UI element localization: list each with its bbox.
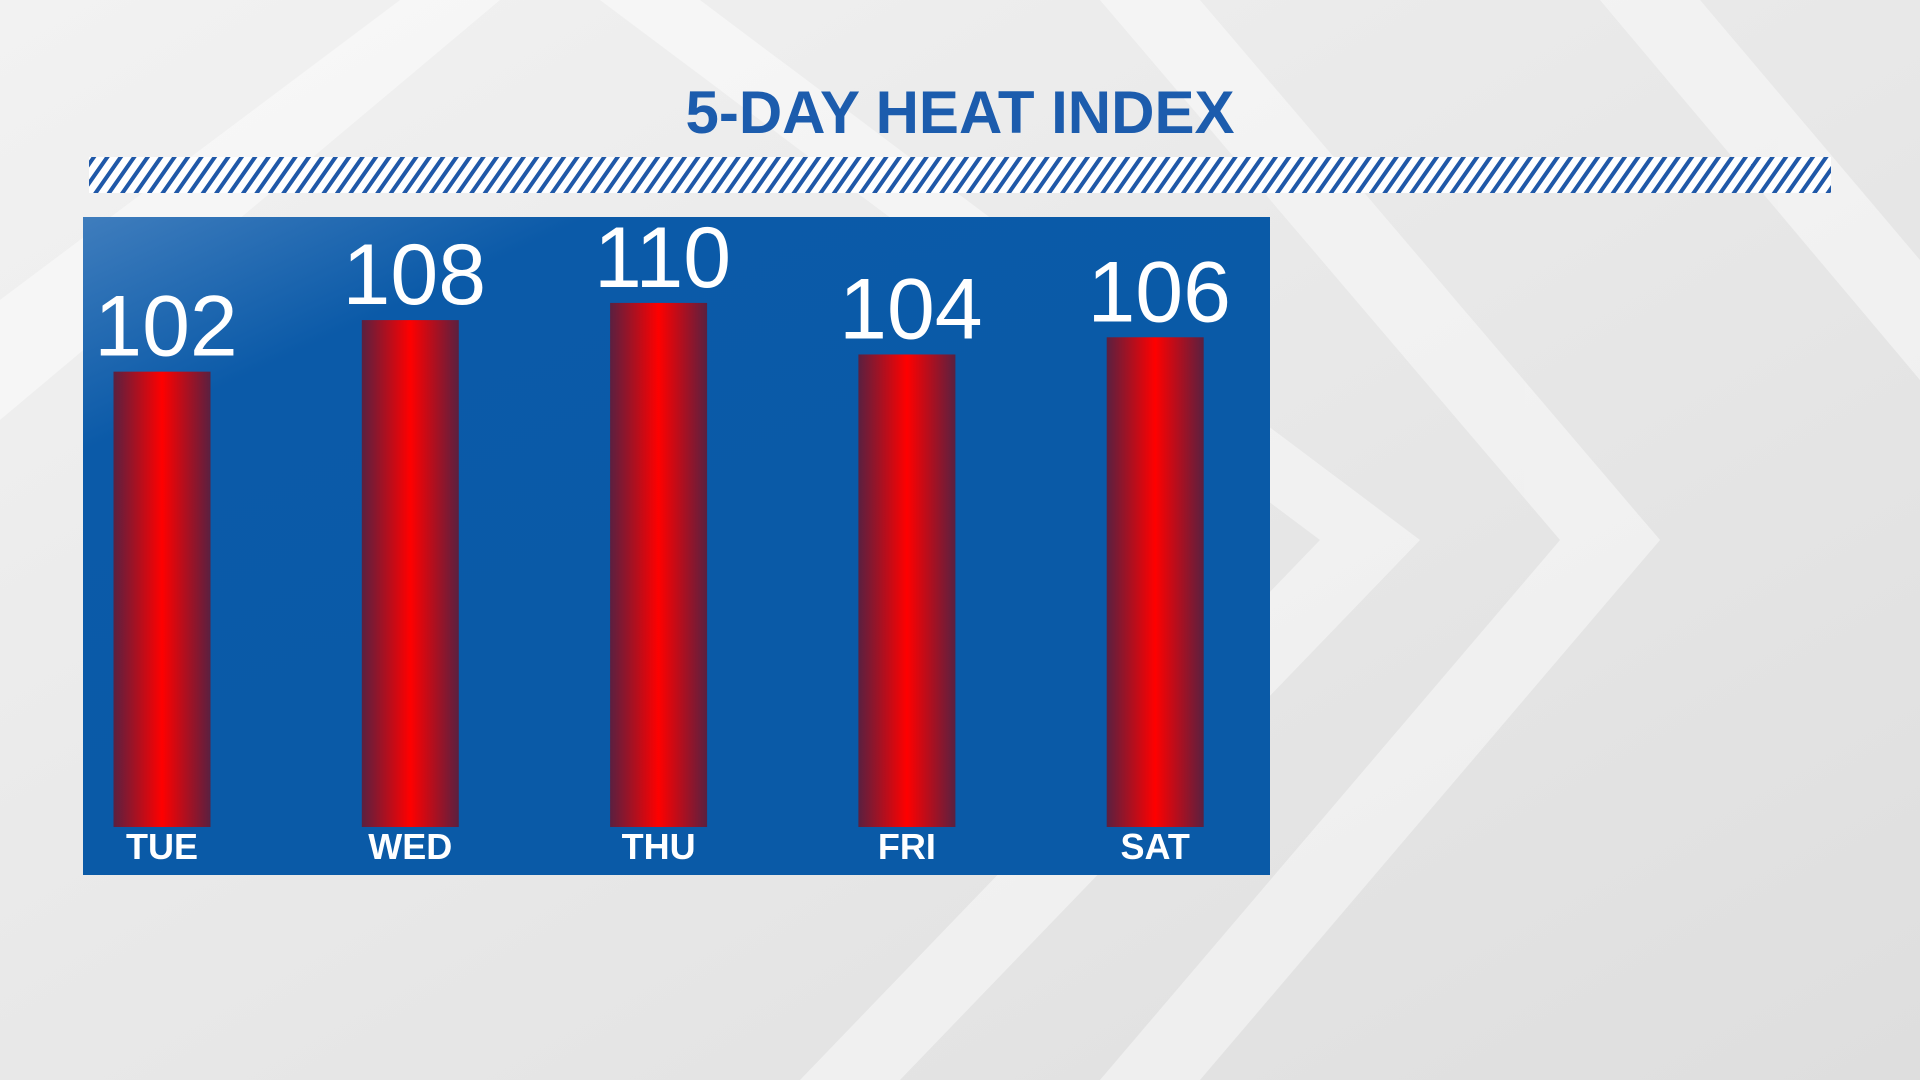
- value-label: 110: [594, 210, 731, 306]
- bar: [1106, 337, 1204, 827]
- x-tick-label: TUE: [126, 826, 198, 867]
- chart-title: 5-DAY HEAT INDEX: [685, 79, 1234, 146]
- x-tick-label: THU: [622, 826, 696, 867]
- value-label: 108: [343, 227, 487, 323]
- bar: [610, 302, 708, 827]
- bar: [361, 320, 459, 827]
- x-tick-label: SAT: [1121, 826, 1190, 867]
- x-tick-label: FRI: [878, 826, 936, 867]
- title-rule: [89, 157, 1831, 193]
- x-tick-label: WED: [368, 826, 452, 867]
- value-label: 104: [839, 261, 983, 357]
- bar: [113, 371, 211, 827]
- value-label: 106: [1087, 244, 1231, 340]
- bar: [858, 354, 956, 827]
- value-label: 102: [94, 279, 238, 375]
